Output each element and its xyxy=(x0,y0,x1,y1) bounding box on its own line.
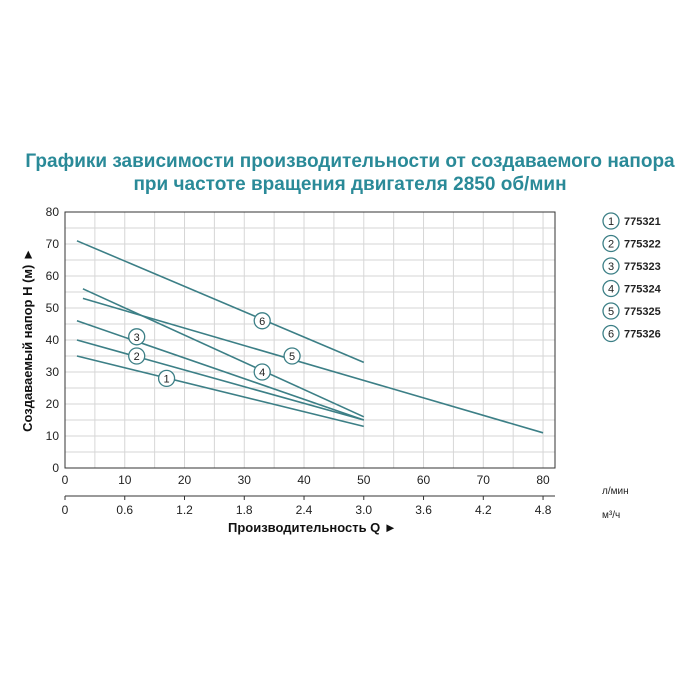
chart-series-markers: 1 2 3 4 5 6 xyxy=(128,312,301,388)
legend-marker-circle xyxy=(602,234,620,253)
chart-title: Графики зависимости производительности о… xyxy=(0,150,700,196)
legend-item-code: 775326 xyxy=(624,329,661,341)
series-line-775325 xyxy=(82,297,544,434)
y-tick-label: 30 xyxy=(46,365,60,379)
legend-marker-number: 5 xyxy=(608,306,614,318)
legend-marker-number: 6 xyxy=(608,329,614,341)
y-tick-label: 0 xyxy=(52,461,59,475)
legend-item-code: 775321 xyxy=(624,216,661,228)
x-axis-unit-secondary: м³/ч xyxy=(602,510,620,521)
legend-marker-number: 2 xyxy=(608,239,614,251)
chart-legend: 1 775321 2 775322 3 775323 4 775324 5 775325 6 7753… xyxy=(602,212,662,343)
legend-item-code: 775322 xyxy=(624,239,661,251)
x2-tick-label: 2.4 xyxy=(296,503,313,517)
series-marker-label-775324: 4 xyxy=(259,367,265,379)
chart-title-line-1: Графики зависимости производительности о… xyxy=(25,151,675,172)
series-marker-circle-775323 xyxy=(128,328,146,346)
y-axis-title: Создаваемый напор Н (м) ► xyxy=(20,248,35,432)
series-marker-circle-775321 xyxy=(157,369,176,388)
series-line-775324 xyxy=(82,288,365,418)
legend-marker-circle xyxy=(602,324,620,343)
x-tick-label: 70 xyxy=(477,473,491,487)
series-line-775326 xyxy=(76,240,365,364)
y-tick-label: 50 xyxy=(46,301,60,315)
legend-marker-circle xyxy=(602,257,620,275)
x2-tick-label: 1.2 xyxy=(176,503,193,517)
legend-marker-circle xyxy=(602,279,620,298)
chart-axes: 0 10 20 30 40 50 60 70 80 0 10 20 30 40 50 60 70 80 0 0.6 1.… xyxy=(46,205,556,517)
legend-marker-number: 4 xyxy=(608,284,614,296)
x-tick-label: 60 xyxy=(417,473,431,487)
x-tick-label: 10 xyxy=(118,473,132,487)
plot-frame xyxy=(64,211,556,469)
x-tick-label: 20 xyxy=(178,473,192,487)
legend-marker-number: 3 xyxy=(608,261,614,273)
legend-item-code: 775324 xyxy=(624,284,662,296)
legend-marker-circle xyxy=(602,212,620,230)
x-tick-label: 40 xyxy=(297,473,311,487)
y-tick-label: 10 xyxy=(46,429,60,443)
series-line-775321 xyxy=(76,355,364,428)
x2-tick-label: 4.8 xyxy=(535,503,552,517)
x-tick-label: 0 xyxy=(62,473,69,487)
legend-item-code: 775323 xyxy=(624,261,661,273)
legend-marker-circle xyxy=(602,302,620,320)
x-tick-label: 50 xyxy=(357,473,371,487)
x2-tick-label: 0 xyxy=(62,503,69,517)
x-tick-label: 80 xyxy=(536,473,550,487)
x2-tick-label: 4.2 xyxy=(475,503,492,517)
x2-tick-label: 3.0 xyxy=(355,503,372,517)
y-tick-label: 80 xyxy=(46,205,60,219)
x2-tick-label: 1.8 xyxy=(236,503,253,517)
legend-marker-number: 1 xyxy=(608,216,614,228)
x-axis-title: Производительность Q ► xyxy=(228,520,397,535)
x-axis-unit-primary: л/мин xyxy=(602,486,629,497)
series-marker-label-775322: 2 xyxy=(134,351,140,363)
series-marker-circle-775326 xyxy=(253,312,271,330)
series-marker-label-775321: 1 xyxy=(164,373,170,385)
series-marker-label-775326: 6 xyxy=(259,316,265,328)
chart-title-line-2: при частоте вращения двигателя 2850 об/м… xyxy=(133,174,567,195)
y-tick-label: 70 xyxy=(46,237,60,251)
x2-tick-label: 0.6 xyxy=(116,503,133,517)
series-marker-circle-775324 xyxy=(253,363,271,381)
series-line-775322 xyxy=(76,339,364,421)
series-marker-circle-775325 xyxy=(283,347,301,365)
y-tick-label: 40 xyxy=(46,333,60,347)
series-marker-label-775323: 3 xyxy=(134,332,140,344)
series-line-775323 xyxy=(76,320,365,421)
legend-item-code: 775325 xyxy=(624,306,661,318)
y-tick-label: 60 xyxy=(46,269,60,283)
x-tick-label: 30 xyxy=(238,473,252,487)
chart-series xyxy=(76,240,544,434)
y-tick-label: 20 xyxy=(46,397,60,411)
series-marker-label-775325: 5 xyxy=(289,351,295,363)
series-marker-circle-775322 xyxy=(128,347,146,365)
x2-tick-label: 3.6 xyxy=(415,503,432,517)
